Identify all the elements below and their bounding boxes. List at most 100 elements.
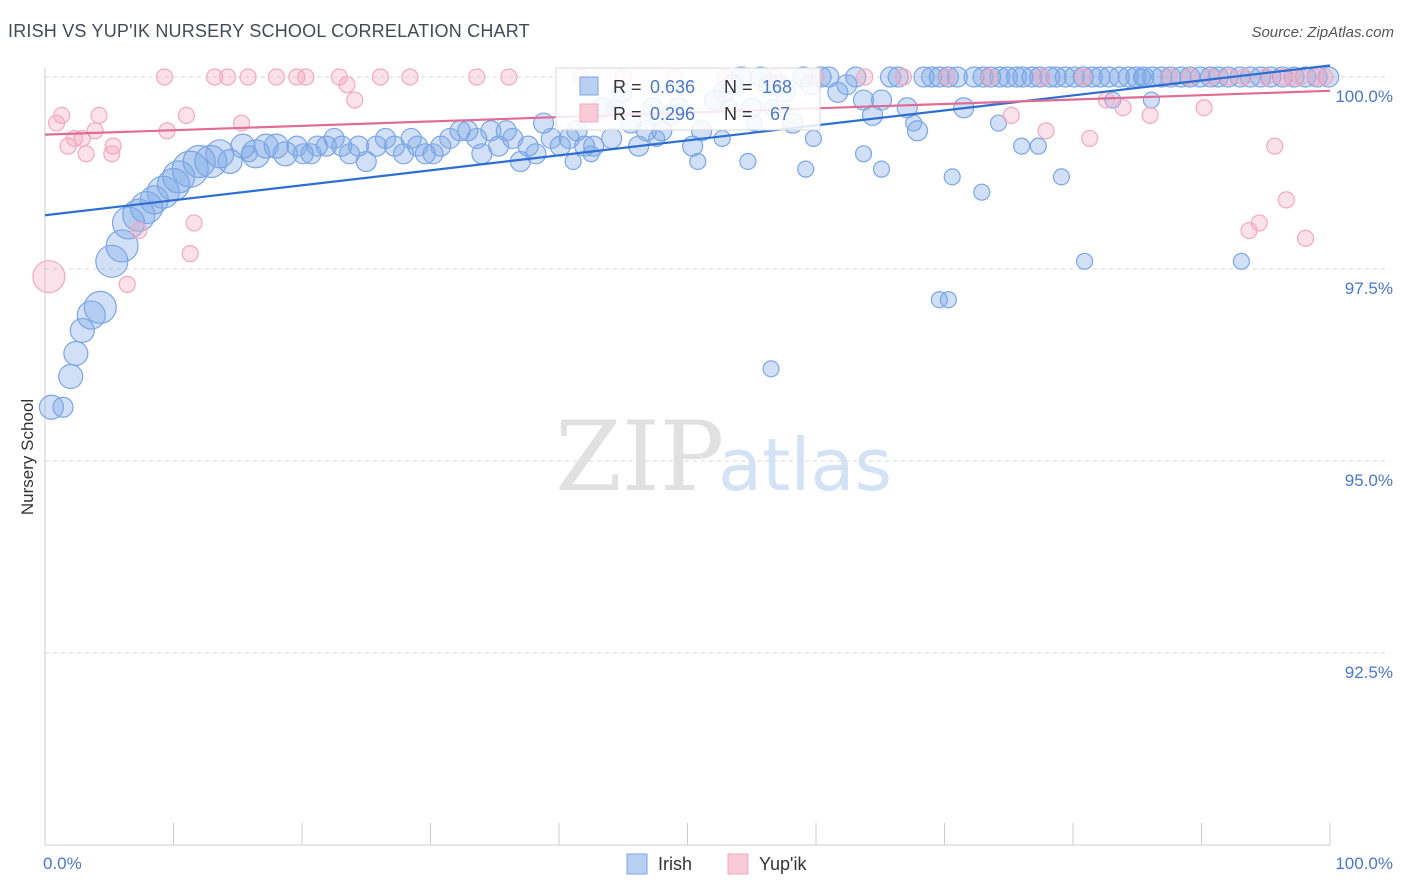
point-0-160 bbox=[1012, 137, 1031, 155]
point-1-41 bbox=[1081, 129, 1099, 148]
point-1-10 bbox=[104, 137, 122, 155]
point-1-25 bbox=[401, 68, 419, 86]
x-tick-labels: 0.0% 100.0% bbox=[43, 854, 1393, 873]
point-1-61 bbox=[1296, 229, 1315, 247]
point-1-11 bbox=[118, 275, 136, 293]
point-1-6 bbox=[77, 145, 95, 163]
point-1-24 bbox=[371, 68, 389, 86]
x-tick-label-1: 100.0% bbox=[1335, 854, 1393, 873]
point-1-21 bbox=[267, 68, 285, 86]
point-1-65 bbox=[346, 91, 364, 109]
point-0-147 bbox=[582, 145, 600, 163]
point-0-146 bbox=[564, 152, 582, 171]
point-0-151 bbox=[713, 129, 731, 148]
stats-swatch-irish bbox=[579, 76, 599, 96]
point-0-25 bbox=[272, 141, 298, 167]
stats-r-label-yupik: R = bbox=[613, 104, 642, 124]
point-0-161 bbox=[1029, 137, 1047, 155]
y-tick-label-1: 97.5% bbox=[1345, 279, 1393, 298]
point-0-37 bbox=[374, 127, 397, 150]
point-0-109 bbox=[989, 66, 1011, 88]
point-1-58 bbox=[1250, 214, 1268, 232]
point-0-35 bbox=[355, 150, 377, 173]
point-0-104 bbox=[946, 66, 968, 88]
point-1-64 bbox=[338, 76, 356, 94]
point-0-41 bbox=[407, 135, 429, 157]
point-0-1 bbox=[52, 396, 74, 418]
stats-n-label-irish: N = bbox=[724, 77, 753, 97]
point-1-59 bbox=[1266, 137, 1284, 155]
point-1-15 bbox=[177, 106, 195, 125]
y-tick-label-2: 95.0% bbox=[1345, 471, 1393, 490]
point-1-18 bbox=[218, 68, 237, 86]
point-0-8 bbox=[105, 229, 139, 263]
stats-box: R = 0.636 N = 168 R = 0.296 N = 67 bbox=[555, 67, 821, 131]
point-1-17 bbox=[185, 214, 203, 232]
point-0-58 bbox=[540, 127, 562, 150]
point-1-54 bbox=[1291, 68, 1310, 86]
stats-swatch-yupik bbox=[579, 103, 599, 123]
point-1-42 bbox=[1097, 91, 1116, 109]
point-1-56 bbox=[1316, 68, 1334, 86]
point-0-100 bbox=[913, 66, 935, 88]
point-0-92 bbox=[845, 66, 867, 88]
legend-item-yupik[interactable]: Yup'ik bbox=[727, 853, 807, 875]
point-0-145 bbox=[240, 145, 258, 163]
point-1-37 bbox=[980, 68, 999, 86]
point-0-11 bbox=[129, 190, 164, 225]
point-0-158 bbox=[943, 168, 961, 186]
point-0-113 bbox=[1021, 66, 1043, 88]
point-1-20 bbox=[239, 68, 257, 86]
legend-swatch-yupik bbox=[727, 853, 749, 875]
point-0-142 bbox=[1294, 66, 1317, 88]
legend: Irish Yup'ik bbox=[626, 853, 807, 875]
point-1-38 bbox=[1002, 106, 1020, 125]
point-0-56 bbox=[525, 143, 547, 165]
point-1-27 bbox=[500, 68, 518, 86]
trend-line-0 bbox=[44, 64, 1331, 217]
point-0-101 bbox=[921, 66, 943, 88]
point-1-16 bbox=[181, 245, 199, 263]
point-0-121 bbox=[1089, 66, 1111, 88]
point-0-167 bbox=[872, 160, 891, 178]
chart-title: IRISH VS YUP'IK NURSERY SCHOOL CORRELATI… bbox=[8, 21, 530, 41]
point-1-7 bbox=[86, 122, 104, 140]
point-0-150 bbox=[689, 152, 707, 171]
point-1-40 bbox=[1074, 68, 1092, 86]
point-1-62 bbox=[206, 68, 224, 86]
point-0-65 bbox=[601, 127, 623, 150]
stats-r-label-irish: R = bbox=[613, 77, 642, 97]
point-1-52 bbox=[1273, 68, 1292, 86]
y-tick-label-0: 100.0% bbox=[1335, 87, 1393, 106]
legend-label-irish: Irish bbox=[658, 854, 692, 874]
point-0-4 bbox=[69, 317, 95, 344]
point-0-106 bbox=[963, 66, 985, 88]
point-0-173 bbox=[1232, 252, 1250, 270]
point-0-6 bbox=[83, 290, 117, 324]
point-0-16 bbox=[171, 150, 209, 188]
stats-n-label-yupik: N = bbox=[724, 104, 753, 124]
point-1-13 bbox=[155, 68, 174, 86]
y-tick-labels: 100.0% 97.5% 95.0% 92.5% bbox=[1335, 87, 1393, 682]
point-0-112 bbox=[1012, 66, 1034, 88]
point-0-166 bbox=[797, 160, 815, 178]
point-0-23 bbox=[253, 133, 279, 159]
point-0-120 bbox=[1081, 66, 1103, 88]
point-0-174 bbox=[762, 360, 780, 378]
watermark-zip: ZIP bbox=[555, 401, 724, 513]
point-0-0 bbox=[38, 394, 65, 420]
point-0-156 bbox=[854, 145, 873, 163]
point-1-44 bbox=[1141, 106, 1159, 125]
chart-source: Source: ZipAtlas.com bbox=[1251, 24, 1394, 41]
legend-item-irish[interactable]: Irish bbox=[626, 853, 692, 875]
point-0-55 bbox=[517, 135, 539, 157]
point-0-17 bbox=[182, 144, 216, 179]
point-1-47 bbox=[1195, 99, 1213, 117]
point-0-43 bbox=[422, 143, 444, 165]
legend-label-yupik: Yup'ik bbox=[759, 854, 807, 874]
point-0-31 bbox=[323, 127, 345, 150]
point-0-111 bbox=[1005, 66, 1028, 88]
point-0-155 bbox=[804, 129, 823, 148]
point-1-22 bbox=[297, 68, 315, 86]
